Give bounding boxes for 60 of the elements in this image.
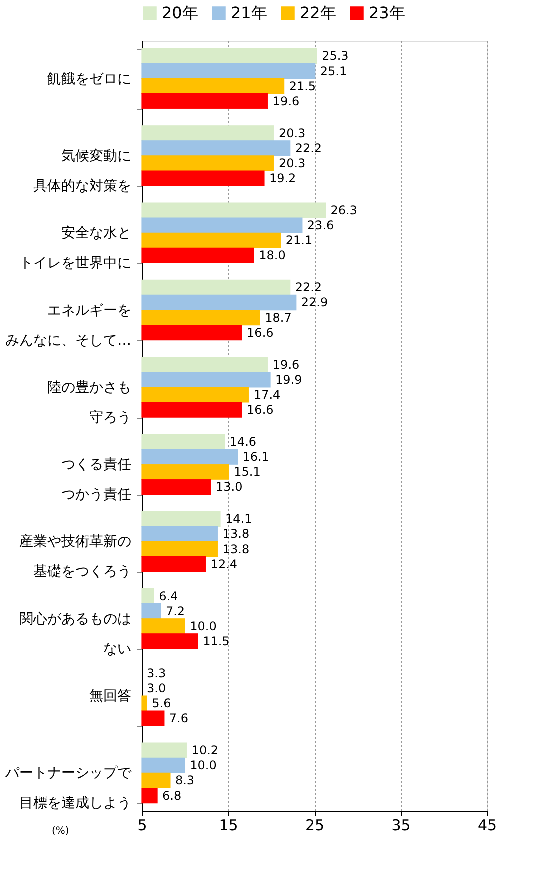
data-label: 7.6 xyxy=(169,712,189,726)
data-label: 5.6 xyxy=(152,696,172,711)
legend-label: 20年 xyxy=(162,3,198,22)
y-tick-label: 気候変動に具体的な対策を xyxy=(34,148,132,194)
data-label: 12.4 xyxy=(210,557,238,572)
legend-label: 21年 xyxy=(231,3,268,22)
data-label: 19.2 xyxy=(269,172,296,186)
x-tick-label: 45 xyxy=(478,816,498,834)
data-label: 19.9 xyxy=(276,372,302,387)
data-label: 14.6 xyxy=(230,435,257,450)
y-tick-label: エネルギーをみんなに、そして… xyxy=(6,302,132,349)
text: (%) xyxy=(52,826,70,837)
data-label: 16.6 xyxy=(247,402,274,417)
data-label: 22.2 xyxy=(295,280,322,295)
data-label: 20.3 xyxy=(278,126,306,140)
data-label: 19.6 xyxy=(272,94,300,108)
y-tick-label: 産業や技術革新の基礎をつくろう xyxy=(20,534,132,580)
data-label: 25.3 xyxy=(322,49,349,64)
legend-label: 22年 xyxy=(300,3,336,22)
text: 3.0 xyxy=(147,682,166,696)
legend-label: 23年 xyxy=(369,3,406,22)
data-label: 14.1 xyxy=(225,512,252,526)
data-label: 22.2 xyxy=(295,141,322,156)
data-label: 20.3 xyxy=(278,156,306,170)
x-tick-label: 35 xyxy=(392,816,411,834)
text: 3.3 xyxy=(147,666,166,680)
data-label: 22.9 xyxy=(301,296,328,310)
y-tick-label: つくる責任つかう責任 xyxy=(62,457,132,504)
y-tick-label: 無回答 xyxy=(90,688,132,705)
data-label: 19.6 xyxy=(272,358,300,372)
data-label: 13.8 xyxy=(222,542,250,556)
data-label: 10.0 xyxy=(190,619,217,634)
data-label: 18.0 xyxy=(259,248,286,263)
data-label: 16.1 xyxy=(242,450,270,464)
data-label: 7.2 xyxy=(166,604,186,618)
data-label: 13.8 xyxy=(222,527,250,542)
data-label: 6.8 xyxy=(162,788,182,803)
data-label: 6.4 xyxy=(159,589,178,604)
data-label: 13.0 xyxy=(216,480,243,494)
data-label: 16.6 xyxy=(247,326,274,340)
data-label: 10.2 xyxy=(192,744,219,758)
y-tick-label: 安全な水とトイレを世界中に xyxy=(20,226,132,272)
data-label: 11.5 xyxy=(203,634,230,648)
y-tick-label: 関心があるものはない xyxy=(20,611,132,658)
data-label: 8.3 xyxy=(175,774,195,788)
x-tick-label: 5 xyxy=(138,816,148,834)
data-label: 17.4 xyxy=(254,388,281,402)
y-tick-label: 陸の豊かさも守ろう xyxy=(48,380,132,426)
y-tick-label: 飢餓をゼロに xyxy=(48,71,132,88)
data-label: 21.5 xyxy=(289,79,316,94)
data-label: 25.1 xyxy=(320,64,348,78)
data-label: 21.1 xyxy=(286,234,313,248)
y-tick-label: パートナーシップで目標を達成しよう xyxy=(4,766,132,812)
data-label: 26.3 xyxy=(330,204,358,218)
data-label: 23.6 xyxy=(307,218,334,233)
data-label: 18.7 xyxy=(265,310,292,325)
x-tick-label: 15 xyxy=(219,816,238,834)
x-tick-label: 25 xyxy=(305,816,325,834)
data-label: 10.0 xyxy=(190,758,217,773)
data-label: 15.1 xyxy=(234,465,261,480)
